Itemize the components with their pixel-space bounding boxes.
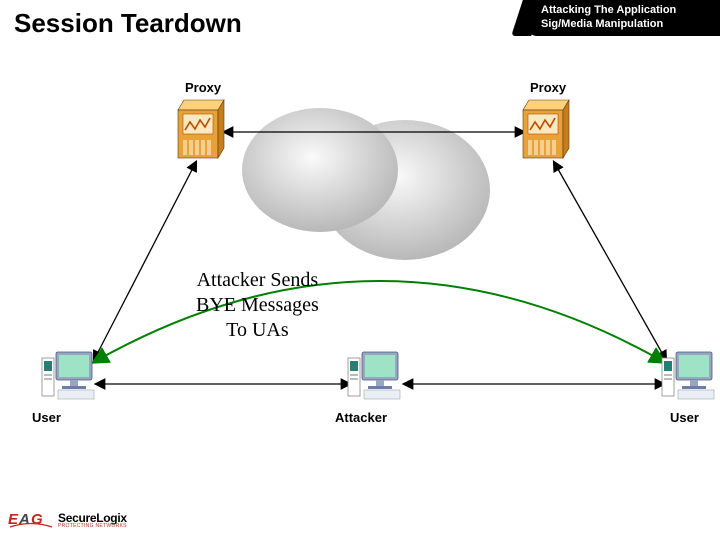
attack-message: Attacker Sends BYE Messages To UAs xyxy=(196,268,319,343)
user-left-icon xyxy=(42,352,94,399)
svg-text:A: A xyxy=(18,511,30,528)
proxy-right-label: Proxy xyxy=(530,80,566,95)
proxy-left-icon xyxy=(178,100,224,158)
logo-mark-icon: E A G xyxy=(8,508,54,532)
user-left-label: User xyxy=(32,410,61,425)
user-right-label: User xyxy=(670,410,699,425)
logo-tagline: PROTECTING NETWORKS xyxy=(58,524,127,529)
user-right-icon xyxy=(662,352,714,399)
attack-message-text: Attacker Sends BYE Messages To UAs xyxy=(196,269,319,341)
logo-text: SecureLogix PROTECTING NETWORKS xyxy=(58,512,127,529)
banner-line2: Sig/Media Manipulation xyxy=(541,18,714,32)
cloud-icon xyxy=(242,108,490,260)
brand-logo: E A G SecureLogix PROTECTING NETWORKS xyxy=(8,508,127,532)
slide-root: Session Teardown Attacking The Applicati… xyxy=(0,0,720,540)
corner-banner: Attacking The Application Sig/Media Mani… xyxy=(527,0,720,36)
logo-brand: SecureLogix xyxy=(58,512,127,524)
network-diagram xyxy=(0,0,720,540)
attacker-label: Attacker xyxy=(335,410,387,425)
proxy-left-label: Proxy xyxy=(185,80,221,95)
svg-text:G: G xyxy=(31,511,43,528)
proxy-right-icon xyxy=(523,100,569,158)
banner-line1: Attacking The Application xyxy=(541,4,714,18)
attacker-icon xyxy=(348,352,400,399)
